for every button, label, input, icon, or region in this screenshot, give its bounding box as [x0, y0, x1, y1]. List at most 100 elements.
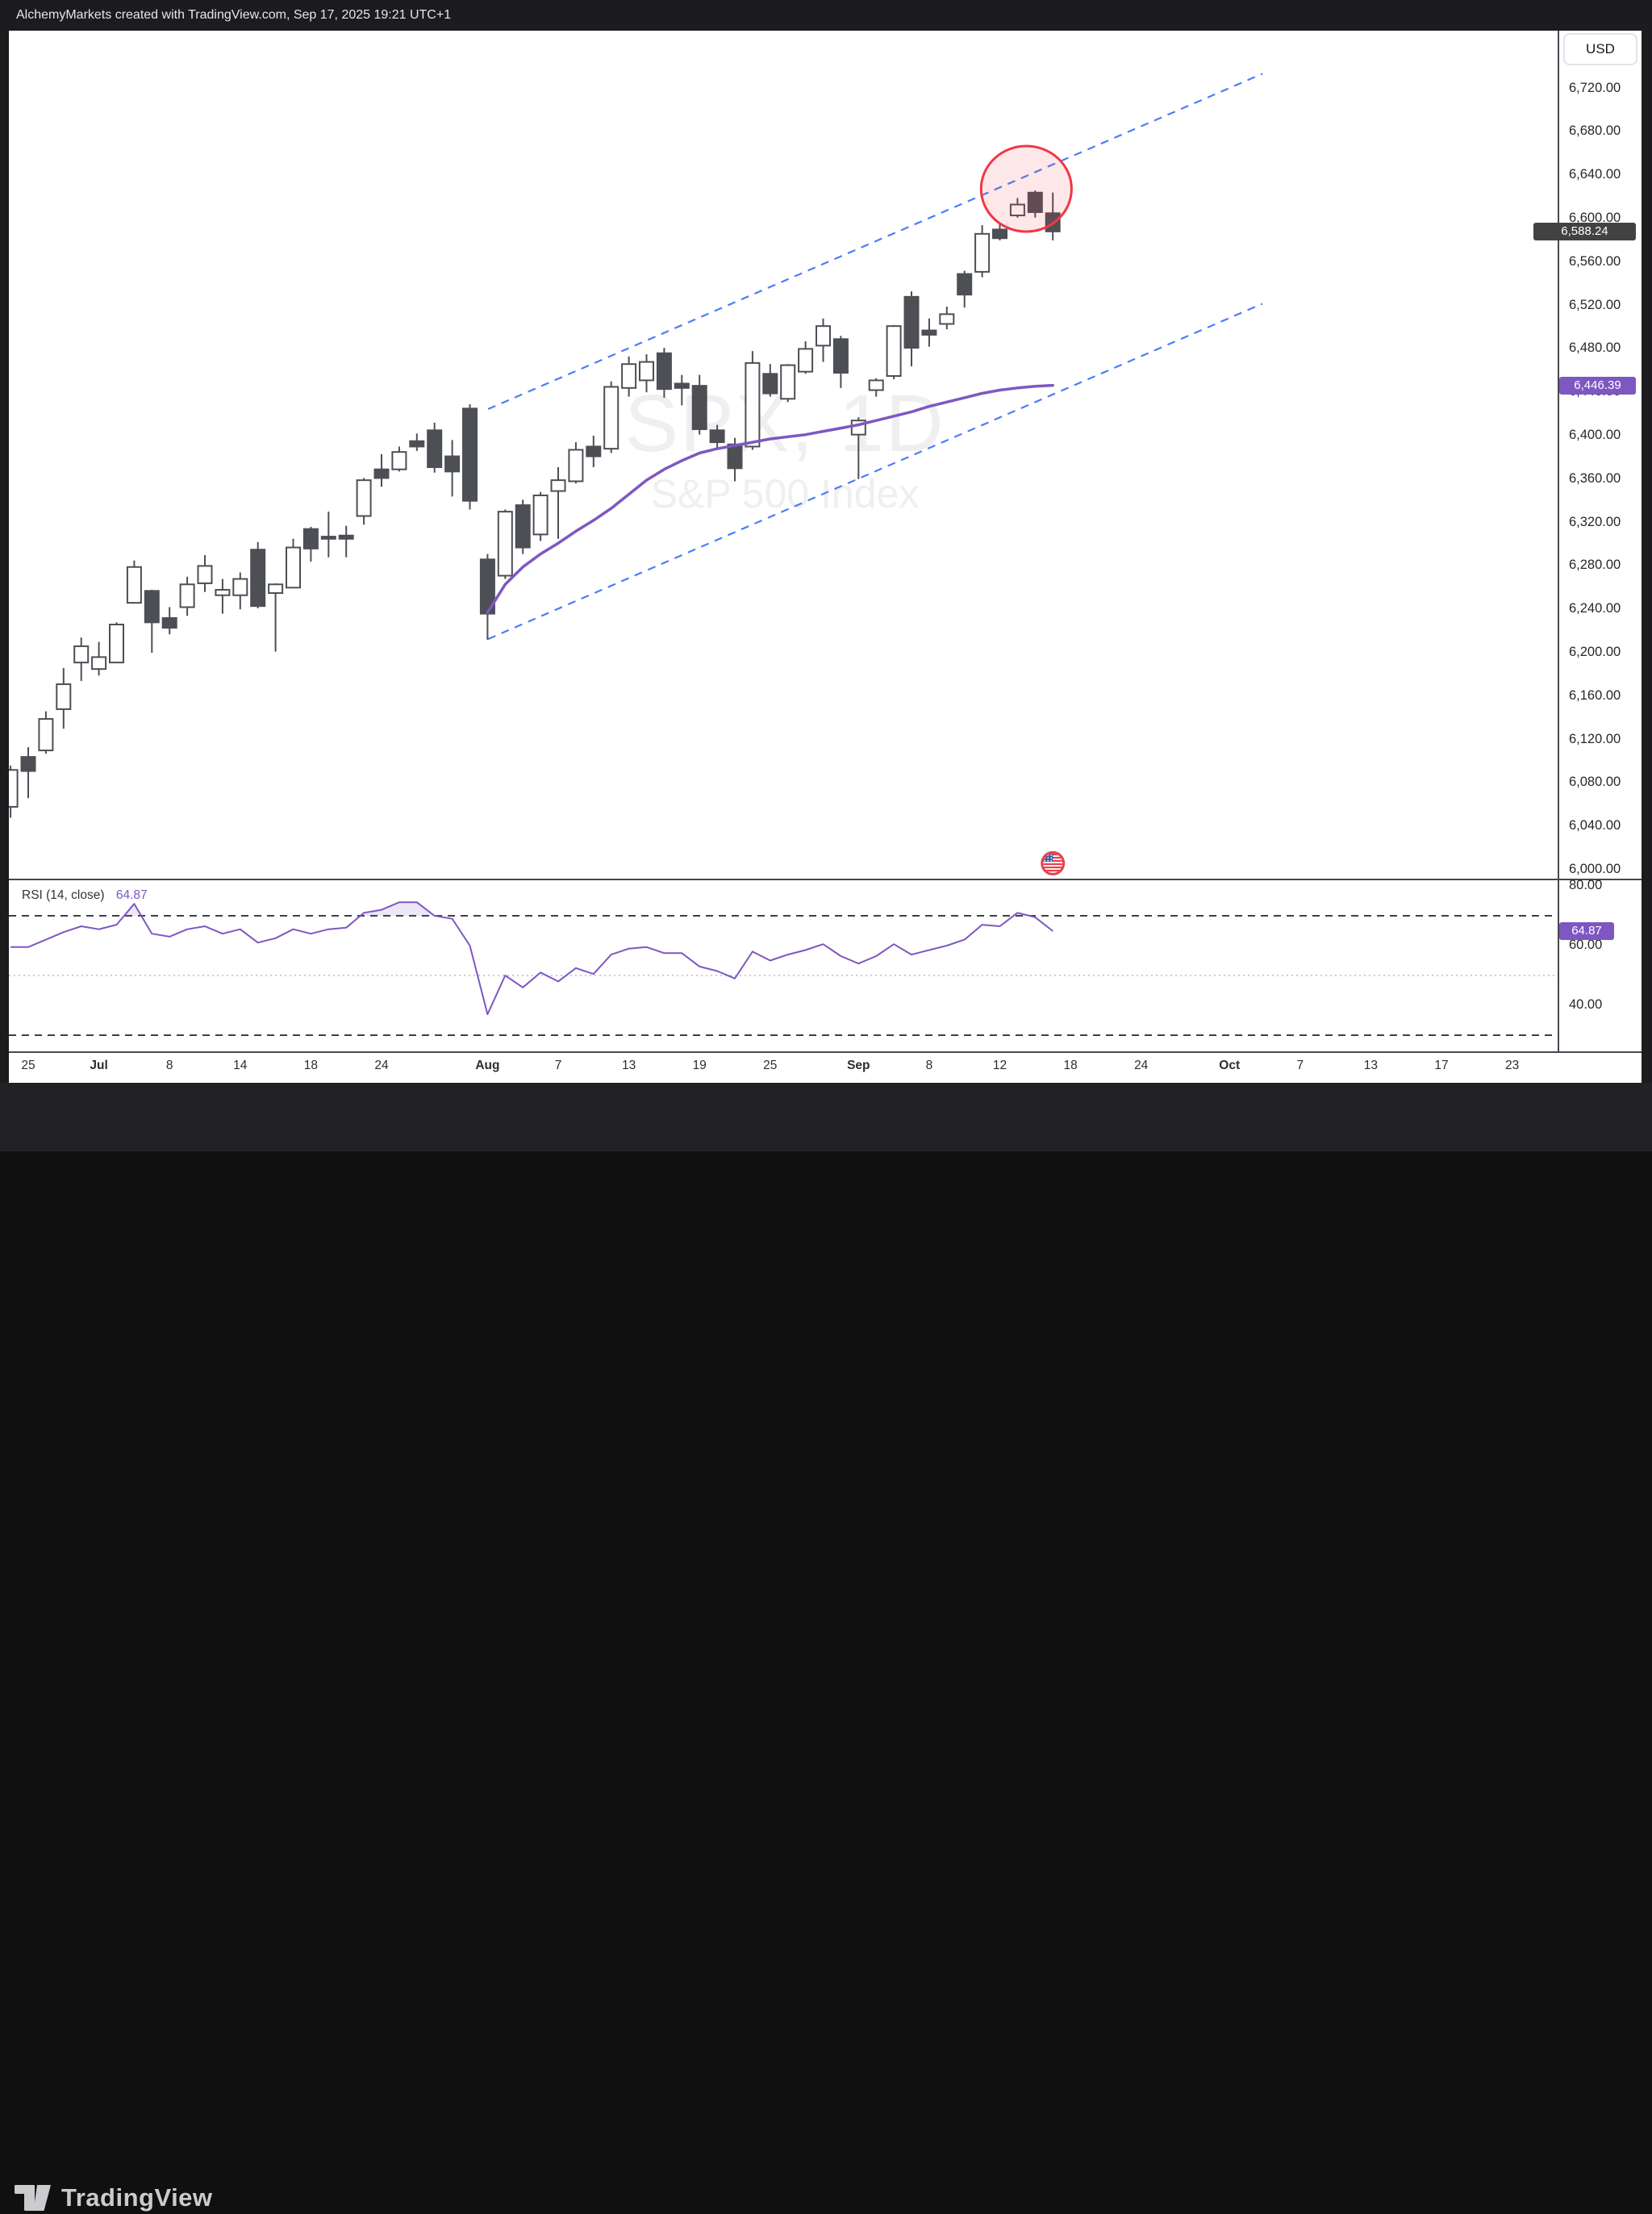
- candle-body-up: [197, 565, 213, 584]
- candle-body-up: [179, 583, 195, 608]
- candle-body-down: [144, 590, 160, 624]
- candle-body-up: [232, 578, 248, 596]
- currency-button[interactable]: USD: [1563, 33, 1637, 65]
- tradingview-brand-text: TradingView: [61, 2183, 213, 2212]
- candle-body-up: [816, 325, 831, 347]
- candle-body-down: [320, 536, 336, 540]
- candle-body-up: [798, 348, 814, 373]
- candle-body-down: [338, 534, 354, 540]
- candle-body-up: [550, 479, 566, 492]
- candle-body-up: [639, 361, 654, 382]
- right-border-strip: [1642, 31, 1652, 1083]
- rsi-indicator-title[interactable]: RSI (14, close) 64.87: [22, 888, 148, 903]
- channel-lower-line: [487, 303, 1263, 641]
- candle-body-down: [462, 407, 478, 502]
- time-axis-label: 17: [1434, 1059, 1449, 1072]
- candle-body-down: [992, 228, 1007, 240]
- price-axis-label: 6,360.00: [1569, 470, 1621, 486]
- chart-surface[interactable]: [0, 31, 1652, 1083]
- rsi-axis-label: 40.00: [1569, 997, 1603, 1012]
- rsi-axis-label: 60.00: [1569, 938, 1603, 952]
- price-axis-label: 6,400.00: [1569, 428, 1621, 442]
- price-axis-label: 6,040.00: [1569, 818, 1621, 833]
- time-axis-separator: [9, 1051, 1642, 1053]
- price-axis-label: 6,000.00: [1569, 862, 1621, 876]
- time-axis-label: 8: [925, 1059, 933, 1072]
- time-axis-label: 7: [554, 1059, 562, 1072]
- candle-body-down: [373, 468, 390, 479]
- time-axis-label: 13: [621, 1059, 636, 1072]
- candle-body-up: [745, 361, 761, 448]
- candle-body-down: [727, 443, 743, 470]
- candle-body-up: [109, 624, 124, 664]
- price-axis-label: 6,560.00: [1569, 253, 1621, 269]
- price-axis-label: 6,120.00: [1569, 731, 1621, 746]
- candle-body-up: [215, 588, 231, 596]
- time-axis-label: Oct: [1219, 1059, 1241, 1072]
- candle-body-up: [780, 364, 796, 400]
- candle-body-up: [603, 386, 620, 450]
- time-axis-label: 18: [1063, 1059, 1078, 1072]
- price-axis-label: 6,480.00: [1569, 340, 1621, 356]
- candle-body-down: [302, 528, 319, 549]
- highlight-circle: [979, 144, 1073, 233]
- candle-body-down: [921, 329, 937, 336]
- price-axis-label: 6,320.00: [1569, 514, 1621, 529]
- channel-upper-line: [487, 73, 1263, 411]
- candle-body-up: [497, 511, 513, 577]
- candle-body-up: [91, 656, 107, 670]
- candle-body-up: [391, 451, 407, 470]
- candle-body-down: [444, 455, 461, 473]
- time-axis-label: 24: [1134, 1059, 1149, 1072]
- candle-body-down: [409, 440, 425, 448]
- candle-body-down: [674, 382, 690, 389]
- candle-body-up: [286, 546, 301, 589]
- candle-body-down: [762, 373, 778, 395]
- candle-body-up: [38, 718, 54, 752]
- price-axis[interactable]: [1558, 31, 1642, 1051]
- time-axis-label: Sep: [847, 1059, 870, 1072]
- rsi-label: RSI (14, close): [22, 888, 105, 902]
- ma-value-badge: 6,446.39: [1559, 377, 1636, 395]
- ma-line: [486, 383, 1054, 614]
- time-axis-label: Jul: [90, 1059, 108, 1072]
- rsi-value-badge: 64.87: [1559, 922, 1614, 940]
- rsi-overbought-fill: [123, 904, 142, 916]
- tradingview-logo[interactable]: TradingView: [15, 2182, 213, 2214]
- price-axis-label: 6,600.00: [1569, 211, 1621, 225]
- price-axis-separator: [1558, 31, 1559, 1083]
- candle-body-down: [20, 756, 36, 772]
- candle-body-up: [532, 494, 549, 536]
- time-axis-label: 19: [692, 1059, 707, 1072]
- candle-body-down: [586, 445, 602, 457]
- rsi-value: 64.87: [115, 888, 148, 902]
- candle-body-up: [568, 449, 584, 482]
- time-axis[interactable]: [9, 1053, 1642, 1083]
- candle-body-down: [250, 549, 266, 608]
- candle-body-up: [939, 313, 955, 325]
- main-pane-graphics: [9, 73, 1263, 875]
- candle-body-down: [161, 616, 177, 629]
- rsi-overbought-fill: [360, 902, 435, 916]
- time-axis-label: 13: [1363, 1059, 1379, 1072]
- candle-body-up: [126, 566, 142, 604]
- time-axis-label: 25: [21, 1059, 35, 1072]
- candle-body-up: [56, 683, 72, 710]
- price-axis-label: 6,680.00: [1569, 123, 1621, 139]
- price-axis-label: 6,720.00: [1569, 80, 1621, 95]
- candle-body-down: [1027, 191, 1043, 213]
- currency-label: USD: [1586, 41, 1615, 56]
- candle-body-down: [709, 429, 725, 444]
- time-axis-label: 7: [1296, 1059, 1304, 1072]
- candle-body-up: [621, 363, 637, 389]
- price-axis-label: 6,080.00: [1569, 775, 1621, 790]
- price-axis-label: 6,200.00: [1569, 645, 1621, 659]
- candle-body-down: [427, 429, 443, 469]
- candle-body-down: [957, 273, 973, 296]
- rsi-line: [10, 901, 1053, 1016]
- candle-body-up: [9, 769, 19, 808]
- price-axis-label: 6,520.00: [1569, 297, 1621, 312]
- candle-body-up: [1009, 203, 1025, 216]
- chart-canvas[interactable]: [0, 0, 1652, 1151]
